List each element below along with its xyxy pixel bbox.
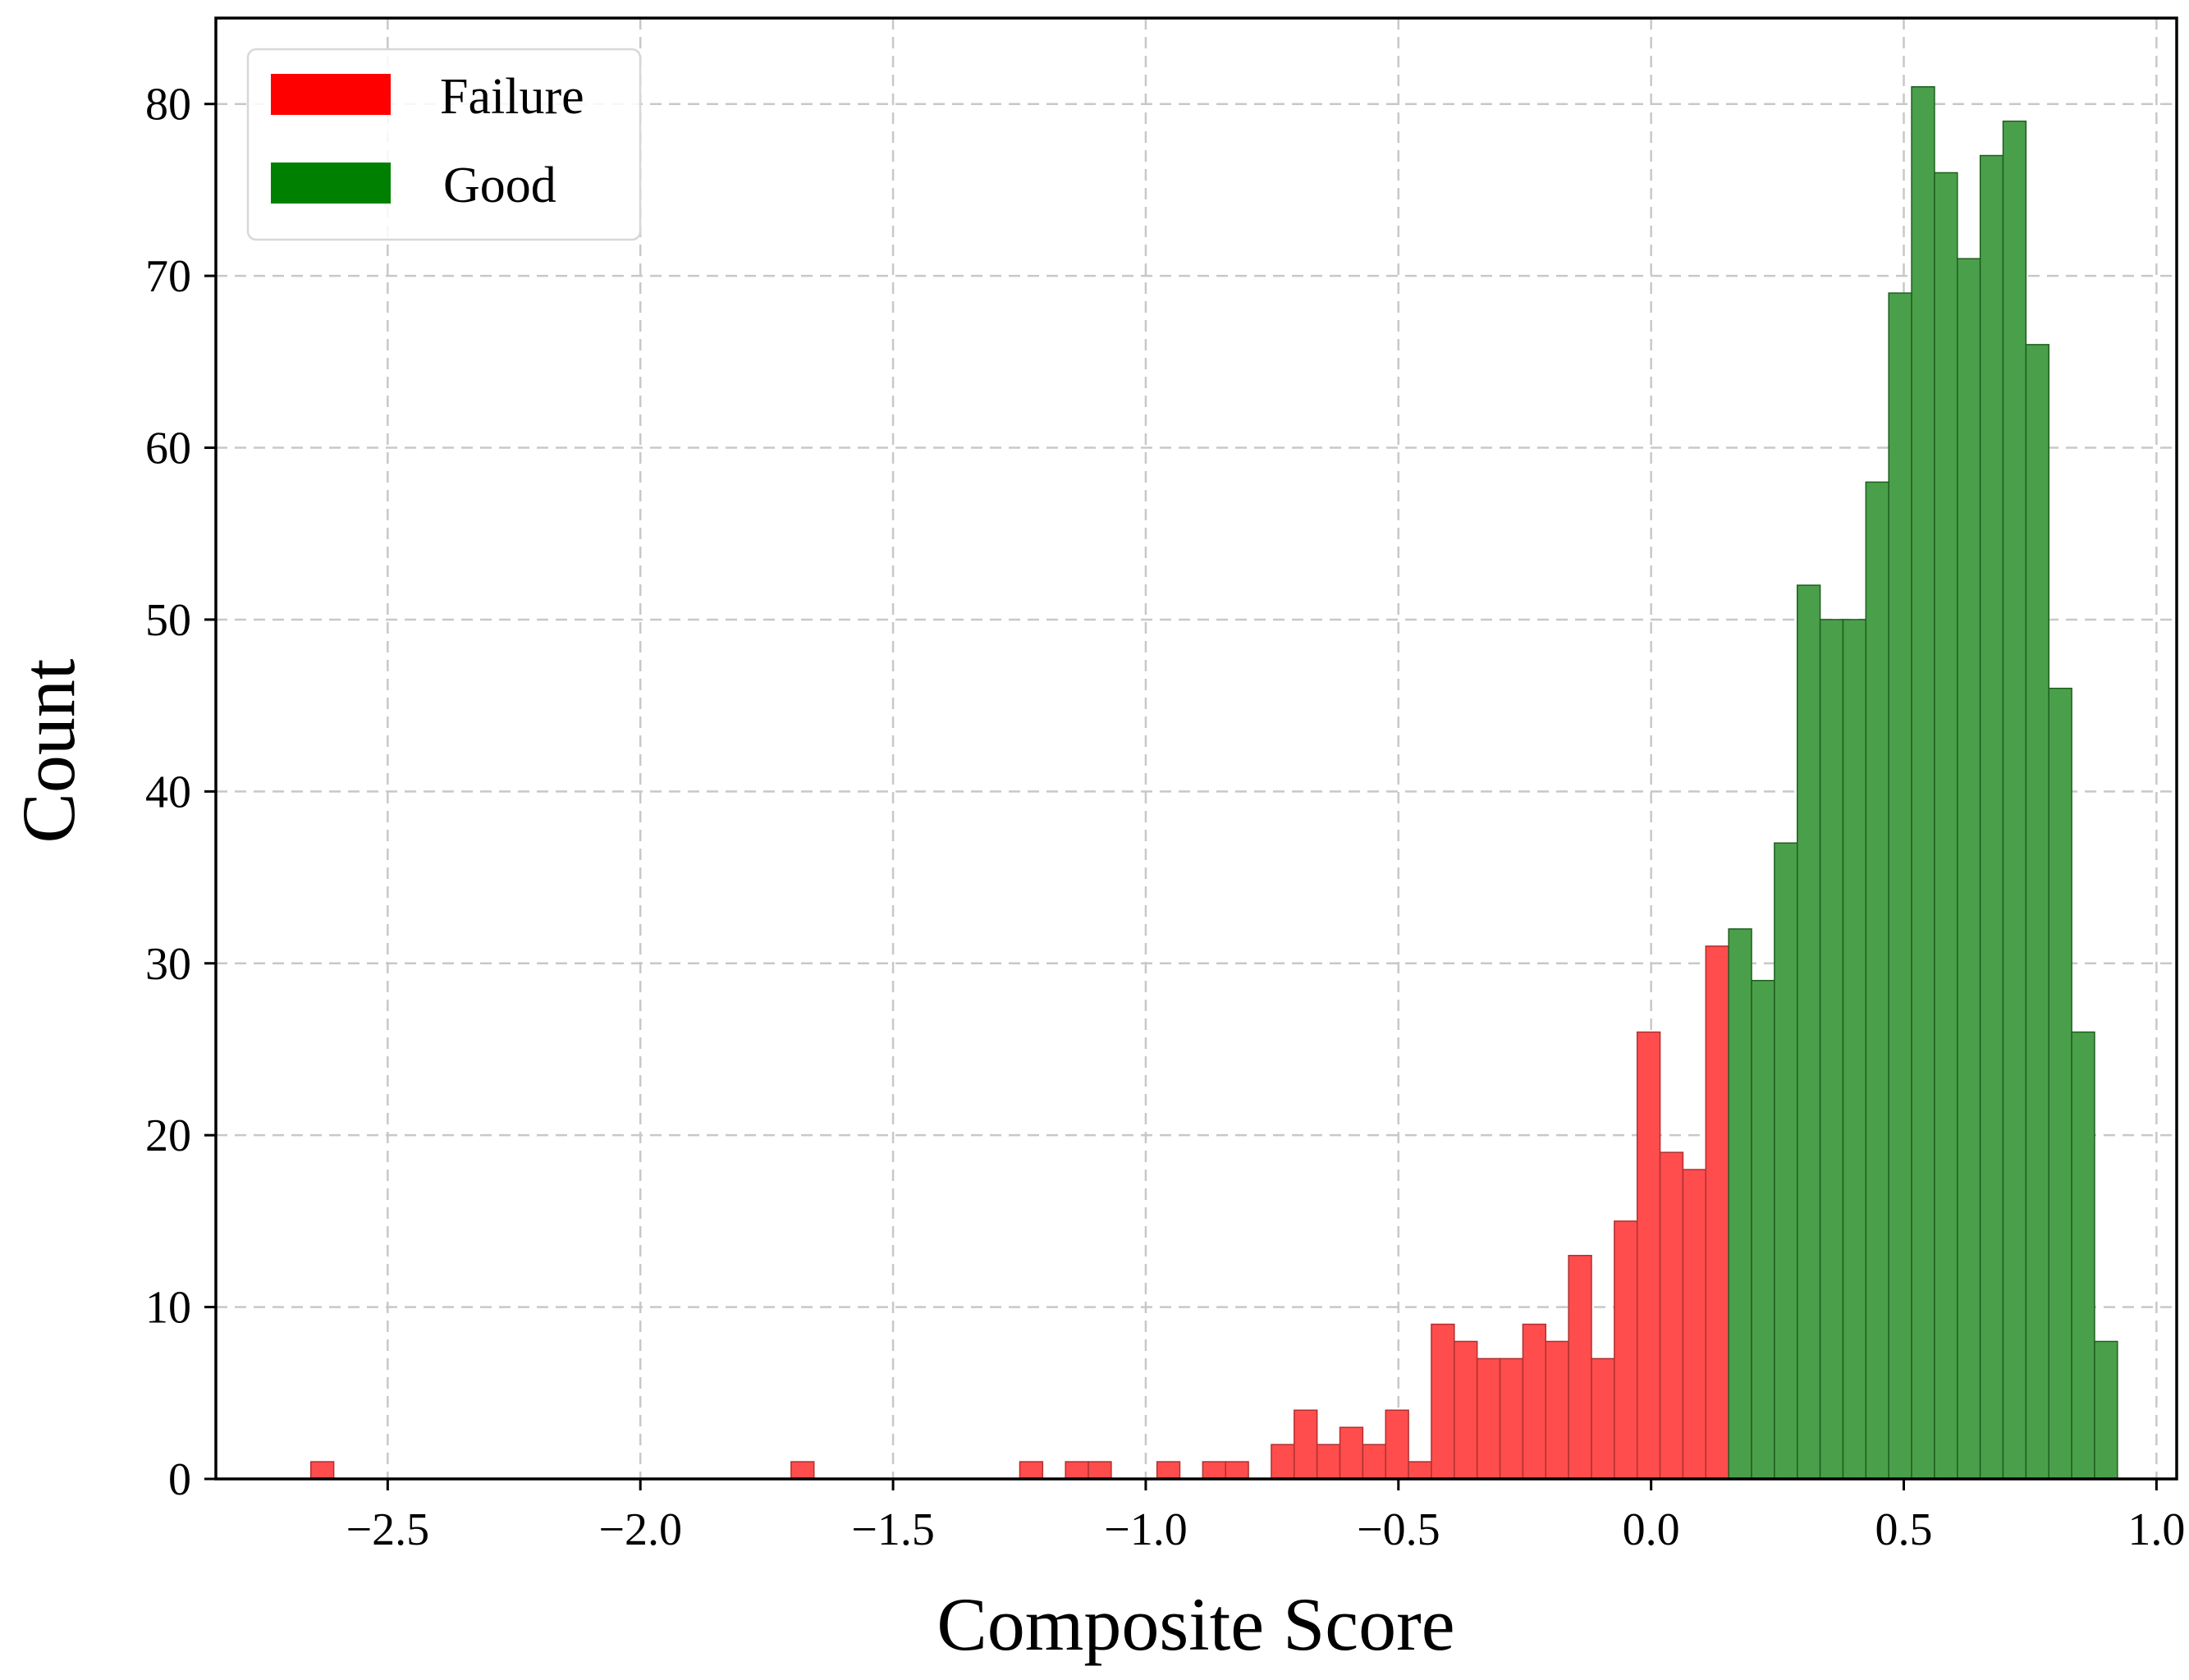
x-tick-label-3: −1.0 [1104, 1504, 1188, 1555]
legend-label-good: Good [443, 158, 556, 213]
y-axis-title: Count [7, 658, 90, 843]
bar-failure-53 [1522, 1323, 1547, 1480]
bars [310, 86, 2118, 1480]
bar-good-65 [1796, 584, 1821, 1480]
bar-failure-47 [1385, 1409, 1409, 1480]
bar-failure-58 [1636, 1031, 1661, 1480]
bar-failure-54 [1545, 1340, 1569, 1480]
bar-good-64 [1774, 842, 1798, 1480]
bar-good-68 [1865, 481, 1889, 1480]
bar-failure-21 [790, 1461, 815, 1480]
plot-frame [214, 16, 2178, 1481]
bar-good-77 [2071, 1031, 2095, 1480]
y-axis-ticks: 0 10 20 30 40 50 60 70 80 [145, 80, 216, 1505]
y-tick-label-6: 60 [145, 423, 191, 474]
bar-good-63 [1751, 979, 1775, 1480]
bar-good-62 [1728, 928, 1752, 1480]
x-tick-label-0: −2.5 [346, 1504, 430, 1555]
bar-failure-34 [1088, 1461, 1112, 1480]
bar-failure-61 [1705, 945, 1729, 1480]
bar-failure-43 [1294, 1409, 1318, 1480]
legend: Failure Good [246, 48, 642, 241]
y-tick-label-8: 80 [145, 80, 191, 130]
bar-failure-40 [1225, 1461, 1249, 1480]
x-tick-label-1: −2.0 [598, 1504, 682, 1555]
x-axis-ticks: −2.5 −2.0 −1.5 −1.0 −0.5 0.0 0.5 1.0 [346, 1479, 2185, 1555]
bar-failure-48 [1408, 1461, 1432, 1480]
x-tick-label-2: −1.5 [851, 1504, 935, 1555]
bar-good-69 [1888, 292, 1912, 1480]
bar-failure-59 [1659, 1151, 1684, 1480]
y-tick-label-4: 40 [145, 767, 191, 817]
x-tick-label-6: 0.5 [1875, 1504, 1933, 1555]
bar-failure-51 [1476, 1357, 1501, 1480]
bar-good-71 [1934, 172, 1958, 1480]
bar-good-73 [1979, 154, 2004, 1480]
bar-failure-0 [310, 1461, 335, 1480]
bar-good-70 [1911, 86, 1935, 1480]
bar-failure-33 [1065, 1461, 1089, 1480]
bar-failure-42 [1271, 1444, 1295, 1480]
y-tick-label-3: 30 [145, 939, 191, 990]
y-tick-label-0: 0 [168, 1454, 191, 1505]
bar-failure-50 [1454, 1340, 1478, 1480]
bar-failure-39 [1202, 1461, 1226, 1480]
bar-good-66 [1819, 619, 1844, 1480]
bar-good-78 [2094, 1340, 2118, 1480]
bar-failure-52 [1499, 1357, 1524, 1480]
y-tick-label-7: 70 [145, 251, 191, 302]
bar-failure-57 [1614, 1220, 1638, 1480]
x-tick-label-7: 1.0 [2127, 1504, 2185, 1555]
bar-good-72 [1957, 258, 1981, 1480]
x-tick-label-5: 0.0 [1623, 1504, 1680, 1555]
bar-failure-60 [1682, 1169, 1707, 1480]
bar-good-67 [1842, 619, 1867, 1480]
bar-failure-56 [1591, 1357, 1615, 1480]
x-tick-label-4: −0.5 [1357, 1504, 1440, 1555]
x-axis-title: Composite Score [937, 1582, 1454, 1666]
legend-label-failure: Failure [440, 69, 584, 125]
bar-failure-44 [1316, 1444, 1341, 1480]
y-tick-label-1: 10 [145, 1283, 191, 1334]
bar-failure-46 [1362, 1444, 1386, 1480]
legend-swatch-failure [271, 74, 391, 115]
y-tick-label-5: 50 [145, 595, 191, 646]
bar-failure-31 [1019, 1461, 1044, 1480]
bar-failure-55 [1568, 1255, 1592, 1480]
bar-good-75 [2025, 344, 2049, 1480]
bar-good-76 [2048, 687, 2072, 1480]
bar-failure-49 [1431, 1323, 1455, 1480]
bar-failure-45 [1339, 1426, 1364, 1480]
legend-swatch-good [271, 163, 391, 204]
bar-good-74 [2002, 120, 2027, 1480]
bar-failure-37 [1156, 1461, 1181, 1480]
y-tick-label-2: 20 [145, 1110, 191, 1161]
